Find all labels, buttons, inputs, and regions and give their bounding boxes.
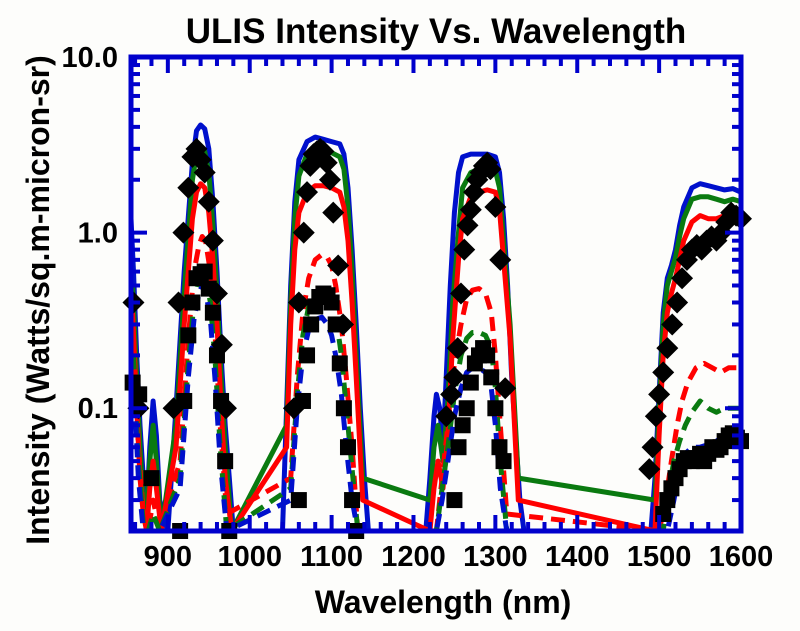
diamond-marker [322, 201, 345, 224]
diamond-marker [449, 282, 472, 305]
square-marker [217, 453, 234, 470]
diamond-marker [453, 238, 476, 261]
square-marker [335, 400, 352, 417]
diamond-marker [638, 458, 661, 481]
diamond-marker [456, 214, 479, 237]
diamond-marker [666, 291, 689, 314]
square-marker [491, 439, 508, 456]
diamond-marker [287, 291, 310, 314]
square-marker [299, 347, 316, 364]
y-tick-label: 10.0 [62, 42, 118, 74]
x-tick-labels: 900 1000 1100 1200 1300 1400 1500 1600 [144, 541, 774, 573]
diamond-marker [201, 229, 224, 252]
chart-title: ULIS Intensity Vs. Wavelength [186, 12, 686, 51]
x-tick-label: 1300 [463, 541, 528, 573]
diamond-marker [193, 161, 216, 184]
y-tick-label: 1.0 [78, 218, 118, 250]
square-marker [344, 492, 361, 509]
square-marker [450, 439, 467, 456]
x-axis-label: Wavelength (nm) [315, 584, 572, 620]
diamond-marker [327, 254, 350, 277]
diamond-marker [489, 248, 512, 271]
square-marker [446, 492, 463, 509]
y-axis-label: Intensity (Watts/sq.m-micron-sr) [20, 55, 56, 545]
y-tick-label: 0.1 [78, 393, 118, 425]
x-tick-label: 1000 [217, 541, 282, 573]
diamond-marker [494, 377, 517, 400]
square-marker [495, 453, 512, 470]
square-marker [454, 417, 471, 434]
square-marker [331, 355, 348, 372]
x-tick-label: 900 [144, 541, 192, 573]
diamond-marker [315, 151, 338, 174]
square-marker [196, 263, 213, 280]
diamond-marker [443, 366, 466, 389]
square-marker [323, 294, 340, 311]
diamond-marker [644, 405, 667, 428]
square-marker [143, 470, 160, 487]
diamond-marker [671, 267, 694, 290]
y-tick-labels: 0.1 1.0 10.0 [62, 42, 118, 425]
diamond-marker [440, 383, 463, 406]
square-marker [303, 316, 320, 333]
diamond-marker [435, 405, 458, 428]
diamond-marker [641, 436, 664, 459]
square-marker [462, 374, 479, 391]
x-tick-label: 1500 [627, 541, 692, 573]
diamond-marker [197, 190, 220, 213]
x-tick-label: 1600 [709, 541, 774, 573]
diamond-marker [177, 176, 200, 199]
diamond-marker [661, 313, 684, 336]
series-red-solid [131, 181, 741, 531]
diamond-marker [675, 248, 698, 271]
square-marker [339, 439, 356, 456]
square-marker [131, 386, 148, 403]
diamond-marker [292, 221, 315, 244]
diamond-marker [648, 383, 671, 406]
square-marker [487, 400, 504, 417]
series-black-diamonds [122, 137, 752, 481]
diamond-marker [296, 181, 319, 204]
x-tick-label: 1400 [545, 541, 610, 573]
square-marker [290, 492, 307, 509]
square-marker [204, 304, 221, 321]
diamond-marker [479, 158, 502, 181]
square-marker [327, 316, 344, 333]
diamond-marker [484, 195, 507, 218]
square-marker [208, 347, 225, 364]
diamond-marker [652, 361, 675, 384]
square-marker [180, 327, 197, 344]
square-marker [294, 392, 311, 409]
square-marker [184, 294, 201, 311]
diamond-marker [459, 198, 482, 221]
square-marker [176, 392, 193, 409]
square-marker [213, 392, 230, 409]
square-marker [483, 369, 500, 386]
square-marker [200, 280, 217, 297]
x-tick-label: 1100 [300, 541, 363, 573]
x-tick-label: 1200 [381, 541, 446, 573]
diamond-marker [318, 168, 341, 191]
diamond-marker [167, 291, 190, 314]
diamond-marker [446, 337, 469, 360]
square-marker [458, 400, 475, 417]
square-marker [479, 347, 496, 364]
plot-frame [128, 54, 744, 534]
diamond-marker [172, 221, 195, 244]
diamond-marker [656, 337, 679, 360]
